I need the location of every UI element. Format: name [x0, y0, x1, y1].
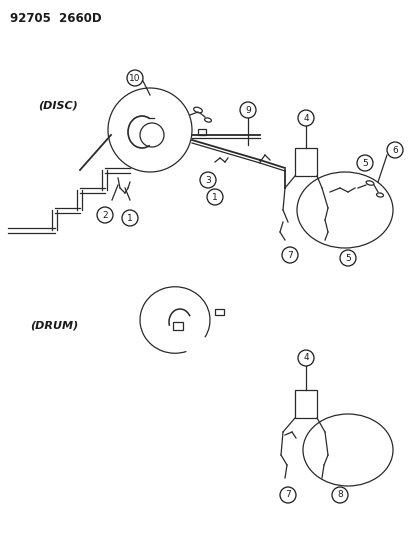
Circle shape: [339, 250, 355, 266]
Circle shape: [127, 70, 142, 86]
Text: 1: 1: [127, 214, 133, 222]
Text: 5: 5: [361, 158, 367, 167]
Circle shape: [199, 172, 216, 188]
Text: 8: 8: [336, 490, 342, 499]
Bar: [294, 390, 316, 418]
Bar: [294, 148, 316, 176]
Text: 2: 2: [102, 211, 107, 220]
Circle shape: [122, 210, 138, 226]
Text: 4: 4: [302, 353, 308, 362]
Text: 7: 7: [287, 251, 292, 260]
Text: 1: 1: [211, 192, 217, 201]
Bar: [173, 322, 183, 330]
Text: 9: 9: [244, 106, 250, 115]
Text: (DRUM): (DRUM): [30, 320, 78, 330]
Text: 4: 4: [302, 114, 308, 123]
Circle shape: [240, 102, 255, 118]
Circle shape: [279, 487, 295, 503]
Circle shape: [297, 110, 313, 126]
Text: 92705  2660D: 92705 2660D: [10, 12, 101, 25]
Text: 3: 3: [204, 175, 210, 184]
Text: 10: 10: [129, 74, 140, 83]
Circle shape: [386, 142, 402, 158]
Circle shape: [206, 189, 223, 205]
Circle shape: [331, 487, 347, 503]
Text: 5: 5: [344, 254, 350, 262]
Bar: [197, 129, 206, 135]
Circle shape: [281, 247, 297, 263]
Text: 7: 7: [285, 490, 290, 499]
Circle shape: [297, 350, 313, 366]
Text: 6: 6: [391, 146, 397, 155]
Bar: [214, 309, 223, 315]
Text: (DISC): (DISC): [38, 100, 78, 110]
Circle shape: [356, 155, 372, 171]
Circle shape: [97, 207, 113, 223]
